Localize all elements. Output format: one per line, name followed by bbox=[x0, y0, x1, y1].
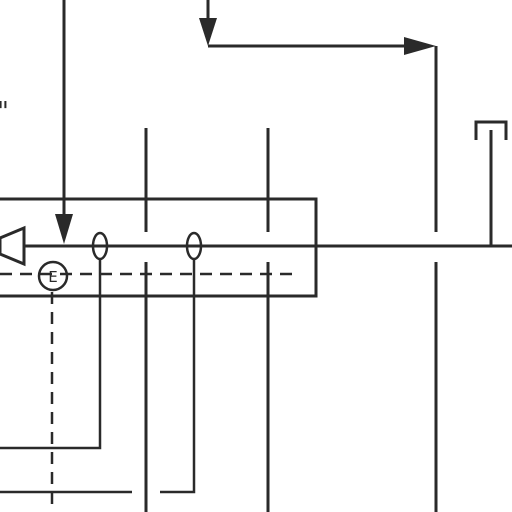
top-right-arrowhead bbox=[404, 37, 436, 55]
fragment-mark: " bbox=[0, 97, 9, 127]
top-routing-arrow bbox=[199, 0, 438, 512]
input-arrowhead bbox=[55, 214, 73, 244]
e-symbol: E bbox=[37, 260, 69, 292]
e-symbol-label: E bbox=[48, 268, 57, 286]
sensor-1-lead bbox=[0, 259, 102, 450]
horn-symbol bbox=[0, 225, 26, 267]
bracket-terminal bbox=[474, 120, 508, 246]
top-down-arrowhead bbox=[199, 18, 217, 46]
input-arrow-line bbox=[55, 0, 73, 244]
sensor-2-lead bbox=[160, 259, 196, 494]
